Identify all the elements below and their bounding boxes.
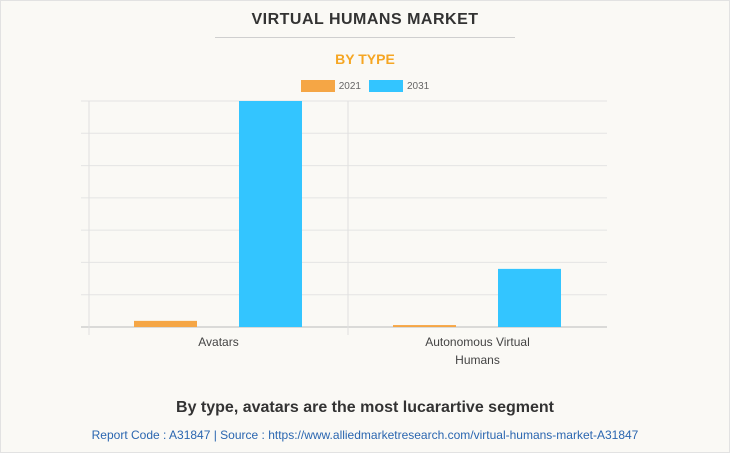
chart-caption: By type, avatars are the most lucarartiv…: [176, 399, 554, 416]
chart-title: VIRTUAL HUMANS MARKET: [251, 11, 479, 28]
title-divider: [215, 37, 515, 38]
legend-swatch-2031: [369, 80, 403, 92]
bar-2031-0: [239, 101, 302, 327]
bar-2021-0: [134, 320, 197, 327]
bar-2021-1: [393, 325, 456, 327]
legend-swatch-2021: [300, 80, 335, 92]
legend-label: 2031: [407, 80, 430, 92]
legend-item-2031[interactable]: 2031: [369, 80, 429, 92]
x-tick-label: Autonomous Virtual Humans: [425, 335, 530, 367]
x-tick-label: Avatars: [198, 335, 238, 349]
source-footer[interactable]: Report Code : A31847 | Source : https://…: [91, 428, 639, 442]
chart-subtitle: BY TYPE: [335, 51, 395, 67]
legend-label: 2021: [338, 80, 361, 92]
legend-item-2021[interactable]: 2021: [300, 80, 361, 92]
legend: 2021 2031: [0, 80, 730, 92]
bar-2031-1: [498, 268, 561, 327]
